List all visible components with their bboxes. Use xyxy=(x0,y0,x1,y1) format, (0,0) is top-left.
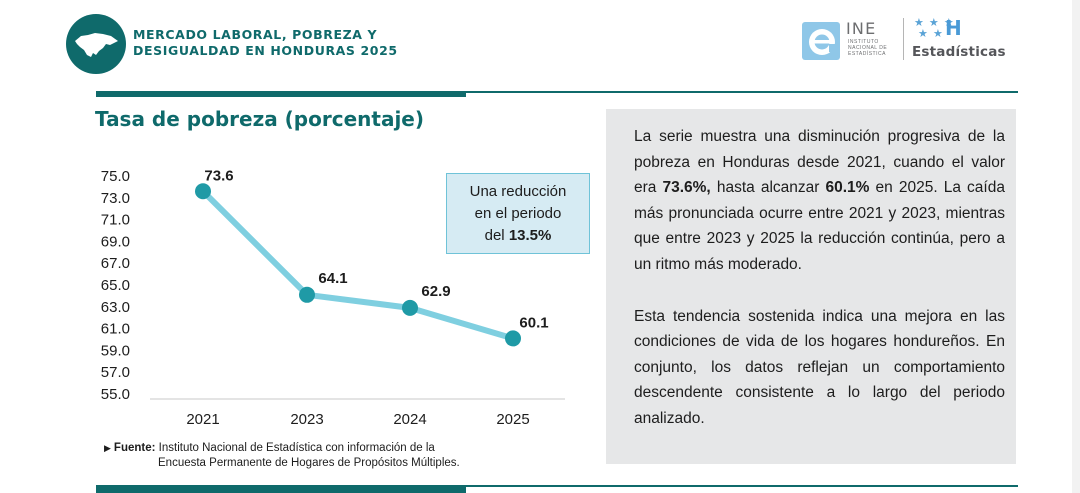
source-line-2: Encuesta Permanente de Hogares de Propós… xyxy=(158,457,460,469)
analysis-text-e: en 2025. La caída más pronunciada ocurre… xyxy=(634,179,1005,273)
report-title-line-1: MERCADO LABORAL, POBREZA Y xyxy=(133,27,378,42)
analysis-text-a: La serie muestra una disminución progres… xyxy=(634,128,1005,197)
partner-mark: H xyxy=(945,16,962,40)
ine-logo: INE INSTITUTO NACIONAL DE ESTADÍSTICA ★ … xyxy=(802,16,1022,66)
source-arrow-icon: ▶ xyxy=(104,443,111,453)
ine-subtitle-line-1: INSTITUTO xyxy=(848,39,879,45)
source-label: Fuente: xyxy=(113,442,156,454)
y-tick-label: 71.0 xyxy=(101,212,130,229)
source-text-1: Instituto Nacional de Estadística con in… xyxy=(158,442,435,454)
callout-line-2: en el periodo xyxy=(474,205,562,222)
top-rule-thin xyxy=(466,91,1018,93)
callout-line-3: del 13.5% xyxy=(447,225,589,247)
analysis-value-2021: 73.6%, xyxy=(662,179,711,197)
analysis-value-2025: 60.1% xyxy=(825,179,870,197)
data-label: 73.6 xyxy=(204,167,233,184)
data-label: 64.1 xyxy=(318,270,347,287)
y-tick-label: 59.0 xyxy=(101,342,130,359)
y-tick-label: 63.0 xyxy=(101,299,130,316)
y-tick-label: 55.0 xyxy=(101,386,130,403)
callout-value: 13.5% xyxy=(508,227,552,244)
bottom-rule-thick xyxy=(96,485,466,493)
stars-icon: ★ ★ ★ ★ ★ xyxy=(914,17,955,40)
x-tick-label: 2023 xyxy=(290,411,323,428)
poverty-line-chart: 75.0 73.0 71.0 69.0 67.0 65.0 63.0 61.0 59.0 57.0… xyxy=(101,167,565,428)
x-tick-label: 2024 xyxy=(393,411,426,428)
ine-subtitle: INSTITUTO NACIONAL DE ESTADÍSTICA xyxy=(848,39,887,57)
source-line-1: ▶ Fuente: Instituto Nacional de Estadísti… xyxy=(104,441,460,456)
top-rule-thick xyxy=(96,91,466,97)
analysis-paragraph-2: Esta tendencia sostenida indica una mejo… xyxy=(634,307,1005,427)
data-point-marker xyxy=(402,299,418,316)
partner-label: Estadísticas xyxy=(912,44,1006,60)
report-title: MERCADO LABORAL, POBREZA Y DESIGUALDAD E… xyxy=(133,27,398,59)
x-tick-label: 2025 xyxy=(496,411,529,428)
chart-title: Tasa de pobreza (porcentaje) xyxy=(95,107,425,131)
data-point-marker xyxy=(195,183,211,200)
y-tick-label: 75.0 xyxy=(101,168,130,185)
honduras-map-icon xyxy=(75,33,118,57)
reduction-callout: Una reducción en el periodo del 13.5% xyxy=(446,173,590,254)
callout-line-1: Una reducción xyxy=(469,183,567,200)
report-title-line-2: DESIGUALDAD EN HONDURAS 2025 xyxy=(133,43,398,58)
ine-e-icon xyxy=(802,22,840,60)
honduras-map-logo xyxy=(66,14,126,74)
logo-divider xyxy=(903,18,904,60)
x-tick-label: 2021 xyxy=(186,411,219,428)
analysis-panel: La serie muestra una disminución progres… xyxy=(606,109,1016,464)
page-edge xyxy=(1072,0,1080,493)
data-label: 60.1 xyxy=(519,314,548,331)
source-note: ▶ Fuente: Instituto Nacional de Estadísti… xyxy=(104,441,460,471)
poverty-series-line xyxy=(200,188,516,342)
analysis-text-c: hasta alcanzar xyxy=(710,179,826,197)
ine-subtitle-line-2: NACIONAL DE xyxy=(848,45,888,51)
ine-name: INE xyxy=(846,19,877,38)
analysis-paragraph-1: La serie muestra una disminución progres… xyxy=(634,124,1005,278)
y-tick-label: 67.0 xyxy=(101,255,130,272)
data-point-marker xyxy=(299,286,315,303)
bottom-rule-thin xyxy=(466,485,1018,487)
y-tick-label: 73.0 xyxy=(101,190,130,207)
data-point-marker xyxy=(505,330,521,347)
y-tick-label: 65.0 xyxy=(101,277,130,294)
y-tick-label: 61.0 xyxy=(101,321,130,338)
data-label: 62.9 xyxy=(421,283,450,300)
ine-subtitle-line-3: ESTADÍSTICA xyxy=(848,51,886,57)
y-tick-label: 69.0 xyxy=(101,233,130,250)
callout-prefix: del xyxy=(484,227,509,244)
y-tick-label: 57.0 xyxy=(101,364,130,381)
